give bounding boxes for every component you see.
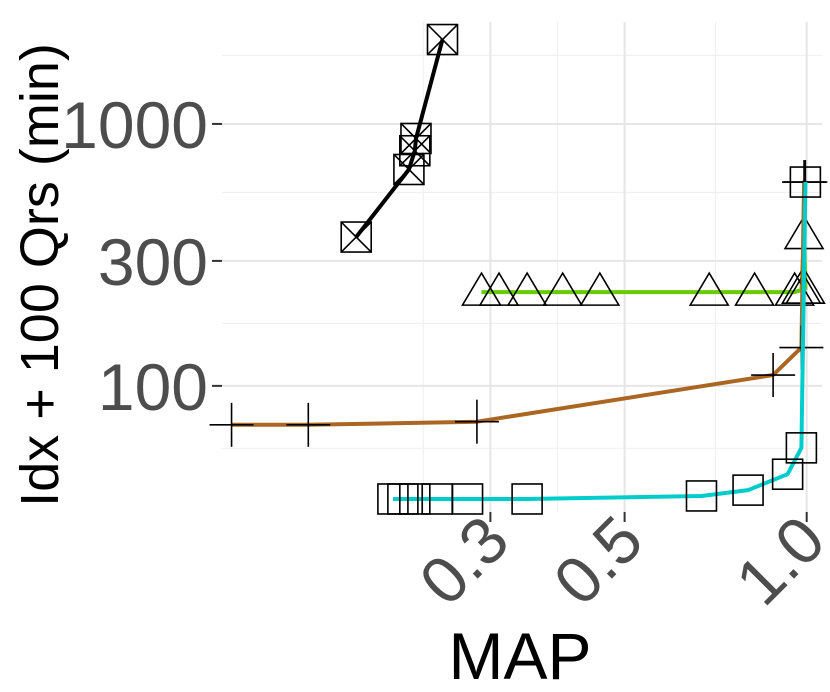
data-point-marker [393, 153, 425, 186]
data-point-marker [399, 483, 431, 515]
data-point-marker [732, 474, 764, 506]
data-point-marker [785, 432, 818, 464]
y-tick-label: 300 [98, 225, 208, 299]
x-tick-label: 1.0 [721, 502, 830, 619]
grid-lines [222, 22, 822, 512]
data-point-marker [542, 271, 584, 306]
data-point-marker [340, 221, 372, 253]
data-point-marker [685, 480, 718, 512]
data-point-marker [400, 122, 432, 155]
series-2 [209, 160, 828, 447]
data-point-marker-cross [399, 135, 431, 167]
series-3 [377, 166, 822, 515]
data-point-marker [461, 271, 502, 306]
series-0 [340, 23, 459, 253]
x-axis-title: MAP [448, 619, 591, 692]
data-point-marker [478, 271, 520, 306]
series-layer [209, 23, 828, 515]
data-point-marker-cross [393, 153, 425, 186]
data-point-marker [688, 271, 730, 306]
data-point-marker-cross [400, 122, 432, 155]
data-point-marker [451, 483, 484, 515]
data-point-marker [506, 271, 548, 306]
data-point-marker [511, 483, 543, 515]
data-point-marker [771, 458, 804, 491]
x-tick-label: 0.5 [539, 502, 656, 619]
y-axis-title: Idx + 100 Qrs (min) [10, 43, 70, 507]
data-point-marker-cross [426, 23, 459, 56]
tick-labels: 100 300 1000 0.3 0.5 1.0 [61, 88, 830, 619]
series-line [392, 181, 808, 501]
data-point-marker [734, 271, 775, 306]
y-tick-label: 100 [98, 350, 208, 424]
data-point-marker [399, 134, 431, 167]
data-point-marker [579, 271, 621, 306]
x-tick-label: 0.3 [405, 502, 522, 619]
data-point-marker [789, 166, 822, 198]
data-point-marker-cross [340, 221, 372, 253]
y-tick-label: 1000 [61, 88, 208, 162]
data-point-marker [426, 23, 459, 56]
series-line [231, 180, 807, 427]
series-line [481, 233, 808, 295]
